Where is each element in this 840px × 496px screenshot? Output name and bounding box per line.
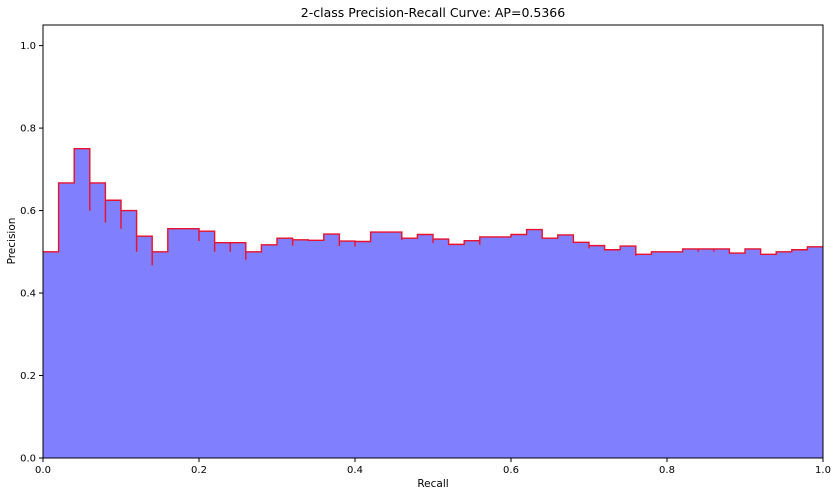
plot-area	[43, 148, 823, 458]
precision-recall-step-line	[43, 148, 823, 266]
plot-frame	[42, 24, 824, 459]
y-tick-label: 0.8	[20, 124, 36, 135]
y-tick-label: 0.4	[20, 289, 36, 300]
x-tick-label: 0.8	[659, 465, 675, 476]
chart-title: 2-class Precision-Recall Curve: AP=0.536…	[301, 5, 565, 20]
y-tick-label: 0.6	[20, 206, 36, 217]
y-tick-label: 0.0	[20, 454, 36, 465]
y-tick-label: 1.0	[20, 41, 36, 52]
axis-ticks: 0.0 0.2 0.4 0.6 0.8 1.0 0.0 0.2 0.4 0.6 0.8 1.0	[20, 41, 831, 476]
x-tick-label: 0.2	[191, 465, 207, 476]
y-axis-label: Precision	[6, 218, 18, 265]
y-tick-label: 0.2	[20, 371, 36, 382]
x-tick-label: 0.4	[347, 465, 363, 476]
x-tick-label: 0.6	[503, 465, 519, 476]
x-tick-label: 0.0	[35, 465, 51, 476]
x-tick-label: 1.0	[815, 465, 831, 476]
precision-area-fill	[43, 148, 823, 458]
x-axis-label: Recall	[417, 478, 448, 490]
